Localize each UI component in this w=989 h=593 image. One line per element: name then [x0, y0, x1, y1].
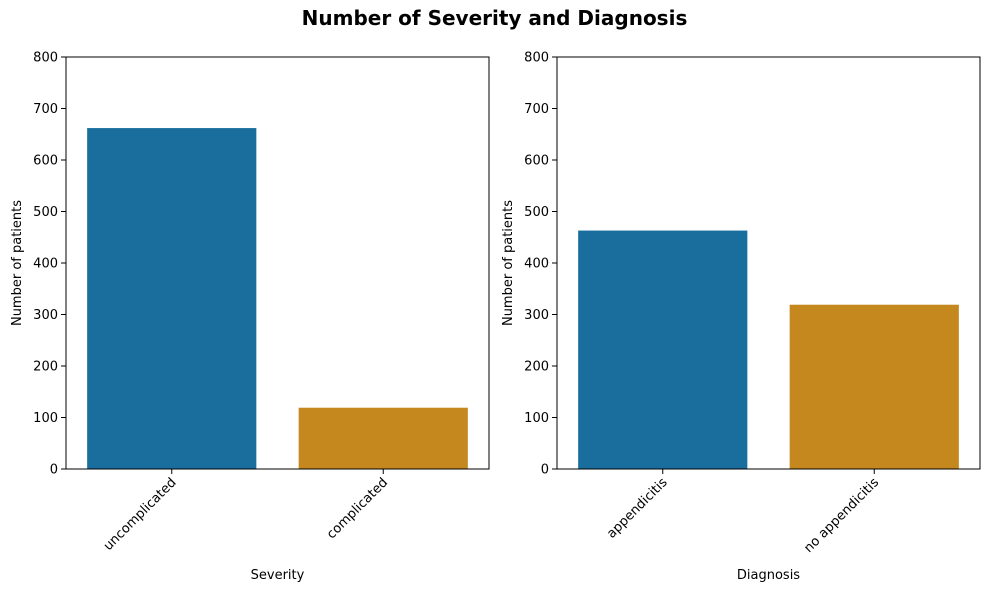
y-tick-label: 700: [524, 102, 549, 117]
x-axis-label: Diagnosis: [737, 568, 800, 583]
y-tick-label: 200: [524, 360, 549, 375]
y-tick-label: 500: [524, 205, 549, 220]
y-tick-label: 200: [33, 360, 58, 375]
x-tick-label: no appendicitis: [801, 475, 882, 556]
bar-no-appendicitis: [789, 304, 959, 469]
y-axis-label: Number of patients: [10, 200, 25, 326]
x-tick-label: uncomplicated: [101, 475, 180, 554]
y-tick-label: 0: [50, 463, 58, 478]
bar-complicated: [298, 407, 468, 469]
chart-panel-2: 0 100 200 300 400 500 600 700 800 appendicitis no …: [501, 51, 981, 583]
y-tick-label: 100: [524, 411, 549, 426]
y-tick-label: 600: [524, 154, 549, 169]
y-tick-label: 600: [33, 154, 58, 169]
y-tick-label: 100: [33, 411, 58, 426]
y-tick-label: 800: [33, 51, 58, 66]
figure-title: Number of Severity and Diagnosis: [301, 6, 688, 30]
bar-uncomplicated: [87, 128, 257, 469]
y-axis-label: Number of patients: [501, 200, 516, 326]
y-tick-label: 300: [33, 308, 58, 323]
y-tick-label: 0: [541, 463, 549, 478]
x-tick-label: appendicitis: [604, 475, 670, 541]
x-axis-label: Severity: [251, 568, 305, 583]
chart-panel-1: 0 100 200 300 400 500 600 700 800 uncomplicated co…: [10, 51, 490, 583]
y-tick-label: 300: [524, 308, 549, 323]
y-tick-label: 700: [33, 102, 58, 117]
x-tick-label: complicated: [324, 475, 391, 542]
y-tick-label: 800: [524, 51, 549, 66]
y-tick-label: 500: [33, 205, 58, 220]
bar-appendicitis: [578, 230, 748, 469]
y-tick-label: 400: [33, 257, 58, 272]
y-tick-label: 400: [524, 257, 549, 272]
